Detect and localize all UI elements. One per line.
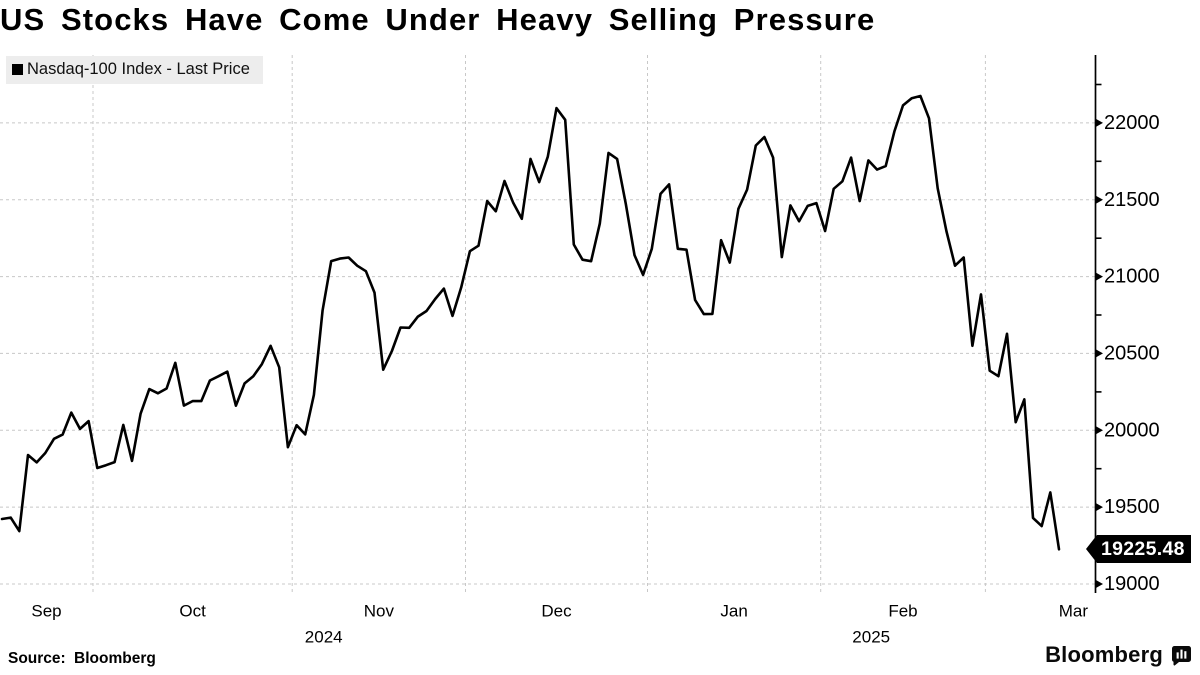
y-axis-tick-label: 19000 (1104, 573, 1160, 595)
y-axis-tick-label: 22000 (1104, 112, 1160, 134)
bloomberg-wordmark: Bloomberg (1045, 642, 1163, 667)
x-axis-month-label: Jan (720, 602, 747, 621)
y-axis-tick-arrow (1095, 348, 1103, 358)
page-title: US Stocks Have Come Under Heavy Selling … (0, 2, 876, 37)
y-axis-tick-arrow (1095, 425, 1103, 435)
legend-label: Nasdaq-100 Index - Last Price (27, 60, 250, 78)
x-axis-month-label: Mar (1059, 602, 1089, 621)
y-axis-tick-arrow (1095, 195, 1103, 205)
x-axis-month-label: Oct (179, 602, 206, 621)
x-axis-month-label: Feb (888, 602, 917, 621)
y-axis-tick-label: 19500 (1104, 496, 1160, 518)
y-axis-tick-label: 21000 (1104, 266, 1160, 288)
legend: Nasdaq-100 Index - Last Price (6, 56, 263, 84)
bloomberg-logo: Bloomberg (1045, 642, 1192, 668)
x-axis-month-label: Sep (31, 602, 61, 621)
x-axis-year-label: 2024 (305, 628, 343, 647)
y-axis-tick-arrow (1095, 272, 1103, 282)
x-axis-year-label: 2025 (852, 628, 890, 647)
last-price-badge: 19225.48 (1086, 535, 1191, 563)
x-axis-month-label: Dec (541, 602, 572, 621)
y-axis-tick-label: 21500 (1104, 189, 1160, 211)
y-axis-tick-label: 20000 (1104, 419, 1160, 441)
legend-swatch-icon (12, 64, 23, 75)
price-line (0, 94, 1061, 551)
y-axis-tick-label: 20500 (1104, 342, 1160, 364)
x-axis-month-label: Nov (364, 602, 395, 621)
bloomberg-bars-icon (1172, 645, 1191, 665)
y-axis-tick-arrow (1095, 579, 1103, 589)
badge-pointer-icon (1086, 535, 1097, 563)
y-axis-tick-arrow (1095, 502, 1103, 512)
last-price-value: 19225.48 (1097, 535, 1191, 563)
source-note: Source: Bloomberg (8, 650, 156, 667)
y-axis-tick-arrow (1095, 118, 1103, 128)
